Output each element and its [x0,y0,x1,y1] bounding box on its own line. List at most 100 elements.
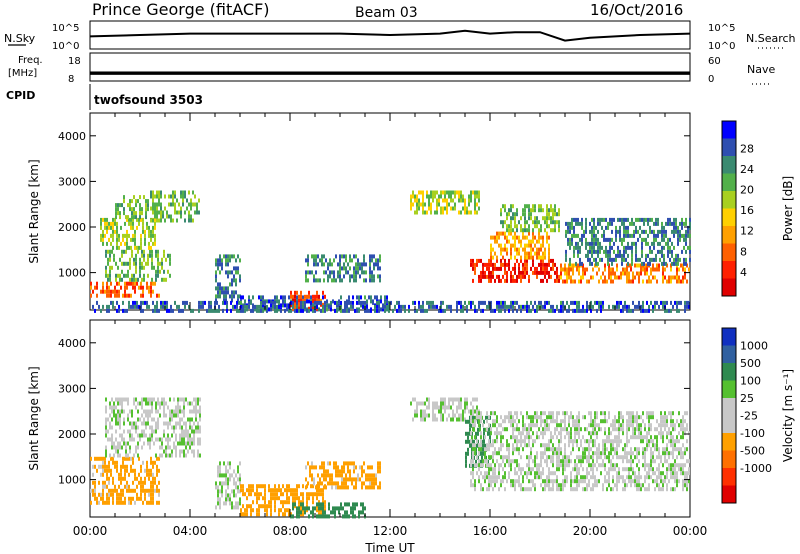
velocity-echo-cell [484,475,486,480]
power-echo-cell [310,300,312,305]
velocity-echo-cell [634,471,636,476]
power-echo-cell [154,308,156,313]
velocity-echo-cell [632,479,634,484]
power-echo-cell [392,308,394,313]
power-echo-cell [621,237,623,242]
velocity-echo-cell [626,431,628,436]
velocity-echo-cell [494,463,496,468]
velocity-echo-cell [638,467,640,472]
velocity-echo-cell [227,481,229,486]
velocity-echo-cell [514,419,516,424]
power-echo-cell [176,304,178,309]
velocity-echo-cell [620,411,622,416]
velocity-echo-cell [606,419,608,424]
velocity-echo-cell [452,417,454,422]
power-echo-cell [125,261,127,266]
power-echo-cell [169,261,171,266]
velocity-echo-cell [546,463,548,468]
power-echo-cell [635,245,637,250]
power-echo-cell [615,233,617,238]
velocity-echo-cell [522,415,524,420]
velocity-echo-cell [284,500,286,505]
power-echo-cell [124,281,126,286]
power-echo-cell [143,253,145,258]
velocity-echo-cell [469,423,471,428]
power-echo-cell [502,274,504,279]
power-echo-cell [579,221,581,226]
velocity-echo-cell [662,415,664,420]
power-echo-cell [616,304,618,309]
power-echo-cell [658,267,660,272]
power-echo-cell [548,262,550,267]
velocity-echo-cell [229,493,231,498]
power-echo-cell [526,270,528,275]
power-echo-cell [142,221,144,226]
velocity-echo-cell [147,397,149,402]
velocity-echo-cell [115,413,117,418]
power-echo-cell [647,217,649,222]
power-echo-cell [652,263,654,268]
velocity-echo-cell [223,481,225,486]
power-echo-cell [641,261,643,266]
velocity-echo-cell [175,413,177,418]
power-echo-cell [139,257,141,262]
power-echo-cell [250,308,252,313]
velocity-echo-cell [229,473,231,478]
velocity-echo-cell [474,451,476,456]
velocity-echo-cell [276,496,278,501]
power-echo-cell [384,295,386,300]
velocity-echo-cell [648,411,650,416]
power-echo-cell [484,270,486,275]
velocity-echo-cell [572,443,574,448]
power-echo-cell [369,270,371,275]
velocity-echo-cell [644,467,646,472]
power-echo-cell [592,275,594,280]
power-echo-cell [182,300,184,305]
velocity-echo-cell [514,435,516,440]
power-echo-cell [504,231,506,236]
velocity-echo-cell [163,449,165,454]
velocity-echo-cell [480,419,482,424]
velocity-echo-cell [117,449,119,454]
power-echo-cell [614,271,616,276]
velocity-echo-cell [526,475,528,480]
power-echo-cell [528,204,530,209]
power-echo-cell [506,251,508,256]
velocity-echo-cell [152,472,154,477]
power-echo-cell [622,267,624,272]
velocity-echo-cell [296,492,298,497]
velocity-echo-cell [644,451,646,456]
power-echo-cell [502,300,504,305]
power-echo-cell [544,247,546,252]
velocity-echo-cell [638,487,640,492]
velocity-echo-cell [242,512,244,517]
velocity-echo-cell [528,455,530,460]
power-echo-cell [526,243,528,248]
power-echo-cell [546,278,548,283]
power-echo-cell [150,281,152,286]
velocity-echo-cell [624,443,626,448]
power-echo-cell [558,208,560,213]
power-echo-cell [480,270,482,275]
power-echo-cell [112,304,114,309]
power-echo-cell [567,241,569,246]
velocity-echo-cell [648,427,650,432]
power-echo-cell [548,274,550,279]
power-echo-cell [569,237,571,242]
velocity-echo-cell [608,467,610,472]
velocity-echo-cell [578,459,580,464]
power-echo-cell [121,253,123,258]
power-echo-cell [520,239,522,244]
power-echo-cell [514,255,516,260]
velocity-echo-cell [574,479,576,484]
velocity-echo-cell [626,411,628,416]
velocity-echo-cell [602,487,604,492]
power-echo-cell [580,308,582,313]
velocity-echo-cell [235,485,237,490]
power-echo-cell [631,257,633,262]
power-echo-cell [126,233,128,238]
velocity-echo-cell [142,488,144,493]
velocity-echo-cell [534,415,536,420]
power-echo-cell [486,266,488,271]
velocity-echo-cell [472,455,474,460]
